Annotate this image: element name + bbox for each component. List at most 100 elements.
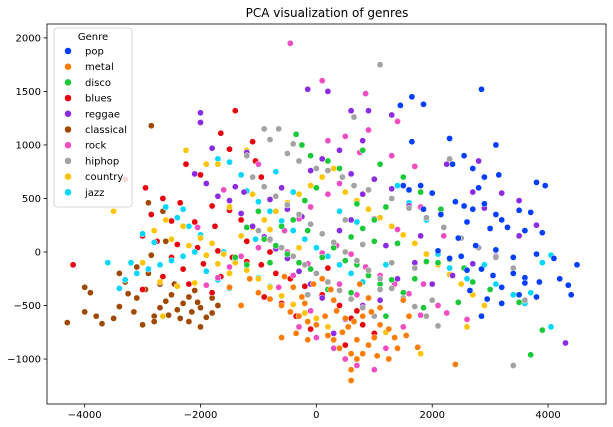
point-country — [226, 270, 233, 277]
point-disco — [341, 257, 349, 264]
point-rock — [341, 355, 349, 363]
point-metal — [330, 336, 338, 344]
point-blues — [142, 184, 149, 192]
point-hiphop — [324, 278, 332, 286]
point-reggae — [197, 109, 204, 117]
legend-marker-blues — [64, 94, 72, 102]
point-hiphop — [301, 261, 309, 269]
point-rock — [405, 290, 413, 298]
point-rock — [463, 316, 471, 323]
x-tick-label: 4000 — [535, 410, 560, 421]
point-reggae — [347, 107, 355, 115]
point-rock — [194, 224, 201, 231]
point-blues — [237, 216, 245, 224]
point-disco — [307, 265, 314, 273]
point-pop — [463, 266, 471, 274]
point-blues — [266, 248, 274, 256]
legend-marker-pop — [64, 47, 72, 55]
point-disco — [298, 141, 306, 149]
point-pop — [509, 270, 517, 277]
point-classical — [150, 318, 158, 325]
point-country — [214, 160, 222, 168]
point-disco — [243, 261, 251, 269]
legend-marker-classical — [64, 125, 72, 134]
point-pop — [478, 312, 485, 320]
point-blues — [301, 282, 309, 290]
point-reggae — [202, 180, 210, 187]
point-blues — [197, 171, 204, 179]
point-pop — [454, 234, 462, 242]
point-blues — [249, 138, 256, 146]
point-hiphop — [260, 125, 268, 133]
point-metal — [292, 330, 300, 337]
point-country — [341, 188, 349, 196]
point-blues — [260, 293, 268, 301]
point-hiphop — [339, 173, 346, 181]
point-rock — [220, 186, 228, 194]
point-pop — [397, 102, 404, 109]
point-disco — [266, 259, 274, 267]
point-disco — [370, 216, 378, 224]
point-jazz — [266, 207, 274, 215]
point-pop — [449, 160, 456, 168]
point-jazz — [127, 259, 135, 267]
point-hiphop — [284, 150, 291, 157]
point-blues — [179, 265, 187, 273]
point-classical — [147, 122, 155, 130]
point-reggae — [330, 330, 338, 337]
point-disco — [313, 184, 320, 192]
point-country — [110, 207, 117, 215]
point-country — [191, 279, 199, 287]
point-pop — [492, 141, 500, 149]
point-rock — [307, 307, 314, 315]
point-classical — [197, 304, 204, 312]
point-classical — [194, 298, 201, 306]
point-country — [399, 231, 407, 239]
point-reggae — [295, 267, 303, 275]
point-rock — [324, 190, 332, 198]
point-rock — [324, 137, 332, 145]
point-country — [185, 242, 193, 249]
point-blues — [217, 129, 225, 137]
point-jazz — [547, 323, 555, 331]
point-hiphop — [423, 312, 430, 320]
point-hiphop — [266, 136, 274, 143]
point-country — [182, 146, 190, 154]
point-rock — [362, 90, 369, 97]
point-reggae — [376, 296, 384, 304]
legend-marker-rock — [64, 141, 72, 149]
point-classical — [188, 308, 196, 316]
point-reggae — [388, 111, 396, 119]
point-jazz — [336, 207, 343, 215]
point-hiphop — [428, 296, 436, 304]
point-pop — [573, 261, 581, 269]
point-reggae — [214, 192, 222, 200]
point-pop — [533, 250, 540, 258]
point-classical — [179, 300, 187, 307]
point-country — [330, 165, 338, 172]
x-tick-label: 2000 — [419, 410, 444, 421]
point-blues — [359, 321, 367, 329]
point-pop — [527, 209, 535, 216]
point-metal — [353, 355, 361, 363]
point-rock — [440, 232, 448, 240]
point-pop — [489, 272, 497, 279]
point-country — [237, 232, 245, 240]
point-hiphop — [341, 248, 349, 256]
point-rock — [307, 203, 314, 211]
point-hiphop — [289, 252, 297, 260]
point-pop — [463, 218, 471, 226]
x-tick-label: 0 — [313, 410, 319, 421]
point-jazz — [145, 265, 152, 273]
point-pop — [486, 225, 494, 232]
point-jazz — [446, 264, 453, 272]
point-rock — [382, 344, 390, 352]
point-metal — [405, 312, 413, 320]
point-hiphop — [347, 295, 355, 303]
point-rock — [286, 39, 294, 47]
point-metal — [365, 341, 372, 349]
point-pop — [498, 300, 506, 307]
point-classical — [81, 308, 89, 316]
point-pop — [472, 242, 480, 249]
point-blues — [176, 199, 184, 207]
